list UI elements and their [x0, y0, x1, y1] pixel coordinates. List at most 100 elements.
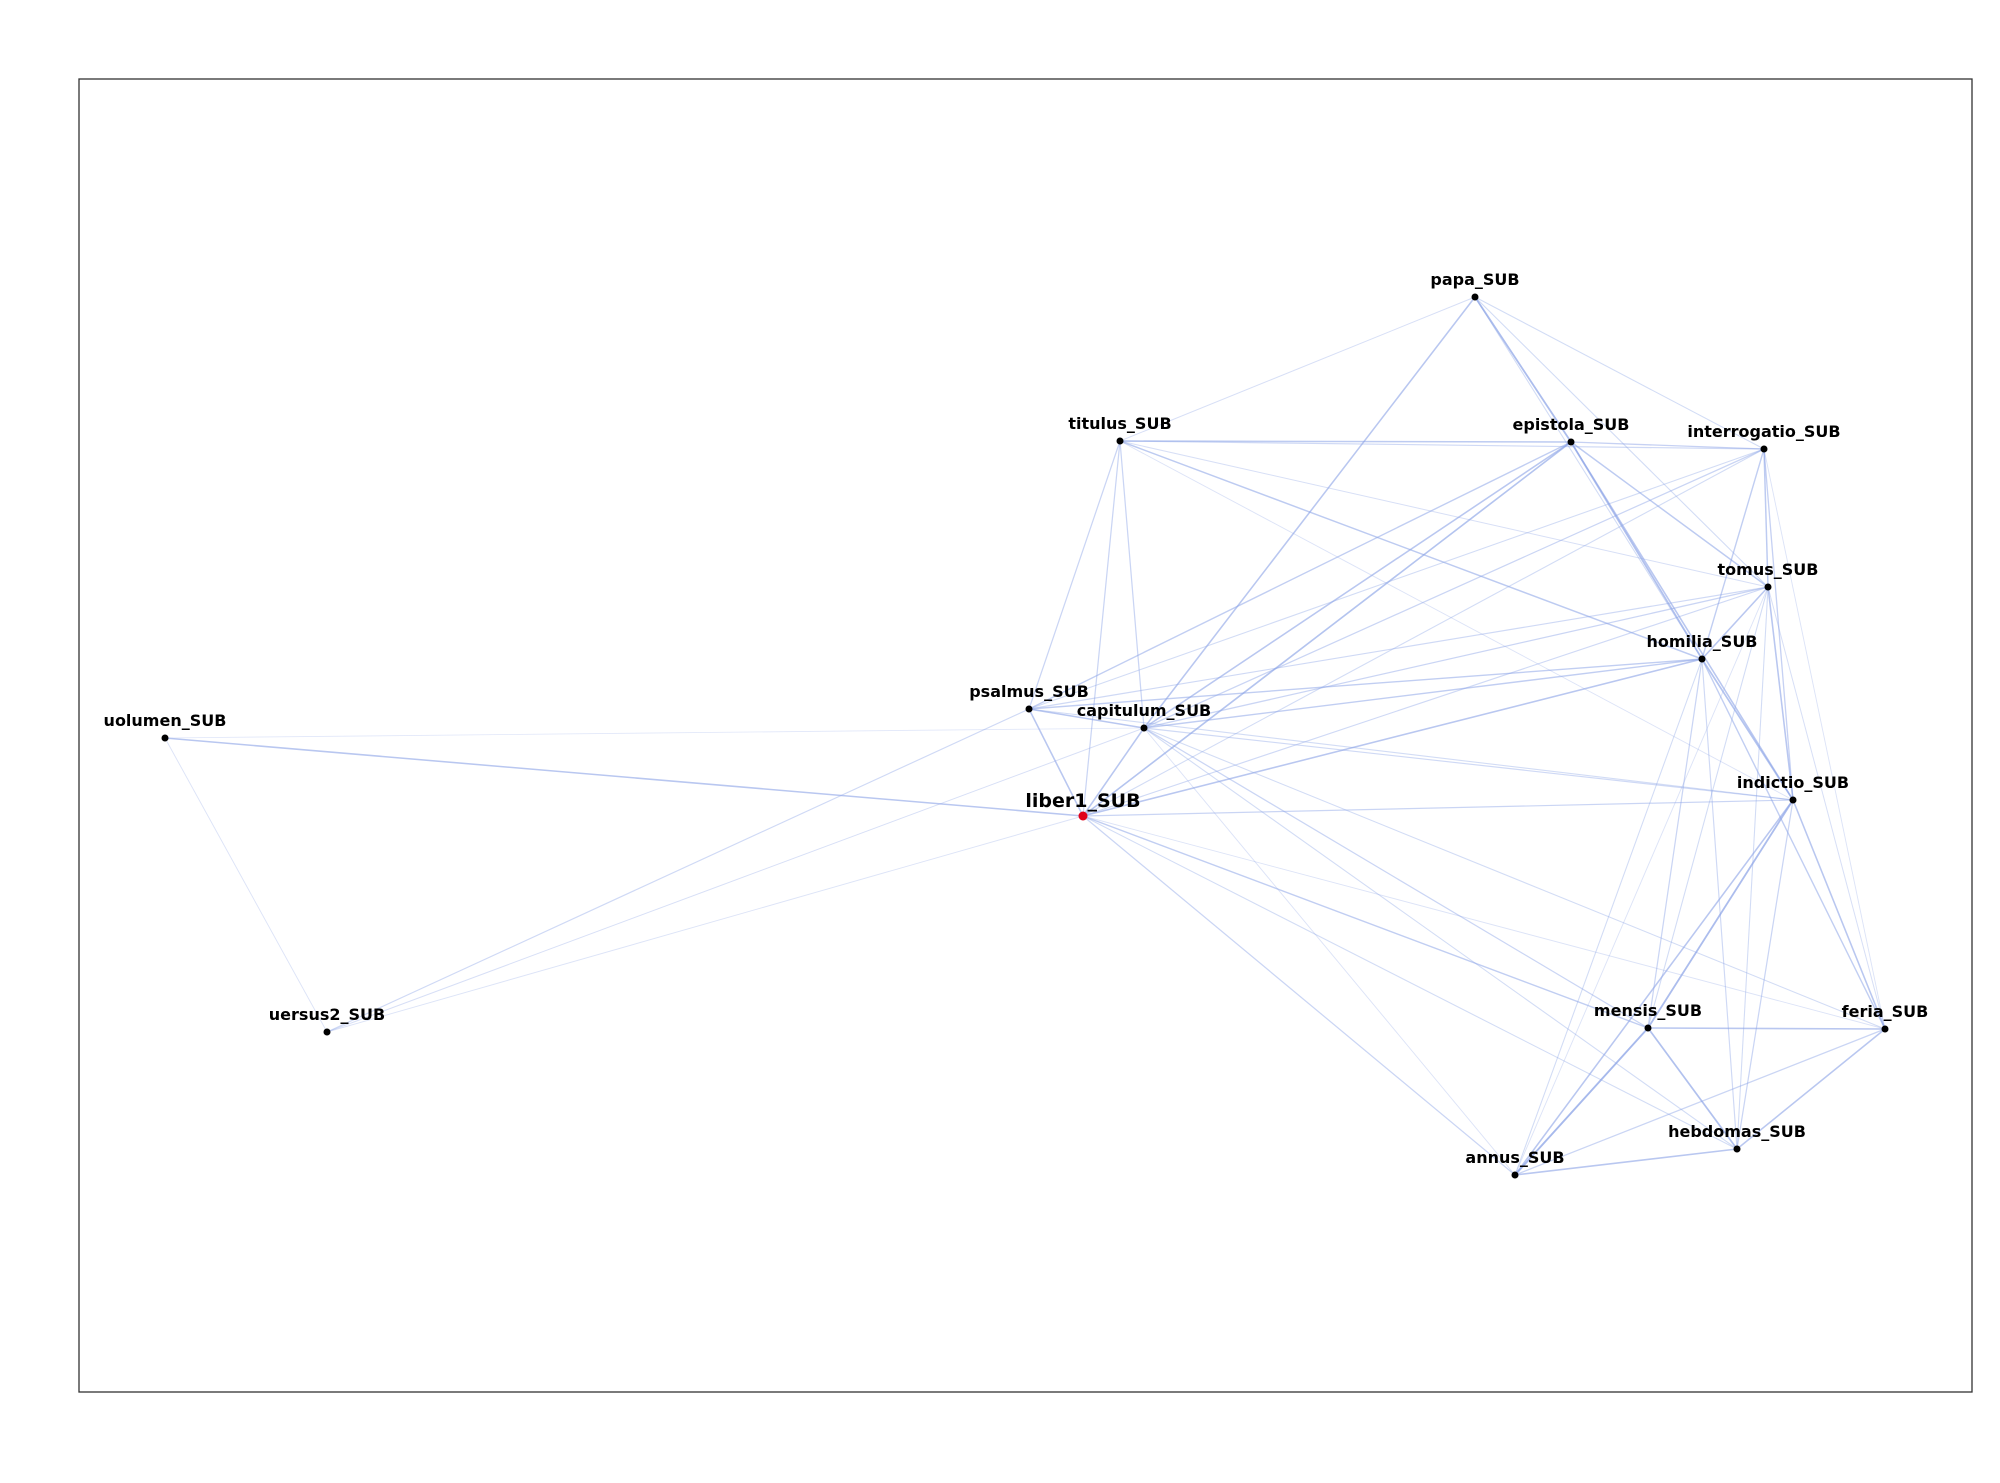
node-dot: [1760, 445, 1768, 453]
edge-capitulum-hebdomas: [1143, 727, 1738, 1150]
node-uersus2: uersus2_SUB: [269, 1005, 385, 1036]
edge-papa-homilia: [1474, 296, 1703, 660]
edge-epistola-indictio: [1570, 441, 1794, 801]
edge-epistola-tomus: [1570, 441, 1769, 588]
edge-interrogatio-homilia: [1701, 448, 1765, 660]
edge-tomus-annus: [1514, 586, 1769, 1176]
edge-hebdomas-annus: [1514, 1148, 1738, 1176]
edge-homilia-feria: [1701, 658, 1886, 1030]
edge-uolumen-liber1: [164, 737, 1084, 817]
edge-tomus-mensis: [1647, 586, 1769, 1029]
node-capitulum: capitulum_SUB: [1077, 701, 1212, 732]
node-label: mensis_SUB: [1594, 1001, 1702, 1020]
node-mensis: mensis_SUB: [1594, 1001, 1702, 1032]
node-label: interrogatio_SUB: [1687, 422, 1840, 441]
edge-titulus-epistola: [1119, 440, 1572, 443]
edge-tomus-psalmus: [1028, 586, 1769, 710]
node-dot: [1025, 705, 1033, 713]
edges-layer: [164, 296, 1886, 1176]
node-label: epistola_SUB: [1513, 415, 1630, 434]
edge-homilia-psalmus: [1028, 658, 1703, 710]
edge-tomus-feria: [1767, 586, 1886, 1030]
edge-psalmus-uersus2: [326, 708, 1030, 1033]
edge-interrogatio-liber1: [1082, 448, 1765, 817]
edge-homilia-capitulum: [1143, 658, 1703, 729]
node-papa: papa_SUB: [1430, 270, 1520, 301]
node-label: indictio_SUB: [1737, 773, 1849, 792]
edge-epistola-capitulum: [1143, 441, 1572, 729]
node-label: homilia_SUB: [1646, 632, 1757, 651]
edge-homilia-hebdomas: [1701, 658, 1738, 1150]
edge-liber1-mensis: [1082, 815, 1649, 1029]
node-label: capitulum_SUB: [1077, 701, 1212, 720]
node-dot: [1644, 1024, 1652, 1032]
node-interrogatio: interrogatio_SUB: [1687, 422, 1841, 453]
edge-interrogatio-capitulum: [1143, 448, 1765, 729]
edge-indictio-mensis: [1647, 799, 1794, 1029]
node-epistola: epistola_SUB: [1513, 415, 1630, 446]
edge-epistola-interrogatio: [1570, 441, 1765, 450]
edge-psalmus-indictio: [1028, 708, 1794, 801]
edge-tomus-hebdomas: [1736, 586, 1769, 1150]
edge-papa-epistola: [1474, 296, 1572, 443]
edge-liber1-feria: [1082, 815, 1886, 1030]
edge-tomus-capitulum: [1143, 586, 1769, 729]
edge-tomus-indictio: [1767, 586, 1794, 801]
edge-uolumen-capitulum: [164, 727, 1145, 739]
edge-indictio-annus: [1514, 799, 1794, 1176]
edge-titulus-capitulum: [1119, 440, 1145, 729]
edge-liber1-indictio: [1082, 799, 1794, 817]
edge-liber1-hebdomas: [1082, 815, 1738, 1150]
nodes-layer: papa_SUB titulus_SUB epistola_SUB interroga…: [104, 270, 1929, 1179]
node-dot: [1733, 1145, 1741, 1153]
node-dot: [1567, 438, 1575, 446]
node-label: annus_SUB: [1465, 1148, 1564, 1167]
edge-homilia-mensis: [1647, 658, 1703, 1029]
node-tomus: tomus_SUB: [1718, 560, 1819, 591]
node-label: uolumen_SUB: [104, 711, 227, 730]
node-liber1: liber1_SUB: [1025, 790, 1141, 821]
edge-interrogatio-tomus: [1763, 448, 1769, 588]
edge-psalmus-capitulum: [1028, 708, 1145, 729]
node-psalmus: psalmus_SUB: [969, 682, 1089, 713]
node-label: liber1_SUB: [1025, 790, 1140, 812]
edge-titulus-tomus: [1119, 440, 1769, 588]
edge-liber1-annus: [1082, 815, 1516, 1176]
edge-interrogatio-psalmus: [1028, 448, 1765, 710]
node-label: papa_SUB: [1430, 270, 1519, 289]
node-dot: [1789, 796, 1797, 804]
node-annus: annus_SUB: [1465, 1148, 1565, 1179]
node-uolumen: uolumen_SUB: [104, 711, 227, 742]
edge-capitulum-uersus2: [326, 727, 1145, 1033]
edge-mensis-hebdomas: [1647, 1027, 1738, 1150]
node-dot: [1078, 811, 1088, 821]
edge-feria-hebdomas: [1736, 1028, 1886, 1150]
edge-capitulum-feria: [1143, 727, 1886, 1030]
edge-titulus-psalmus: [1028, 440, 1121, 710]
node-label: psalmus_SUB: [969, 682, 1089, 701]
edge-homilia-liber1: [1082, 658, 1703, 817]
edge-papa-tomus: [1474, 296, 1769, 588]
node-label: tomus_SUB: [1718, 560, 1819, 579]
edge-tomus-liber1: [1082, 586, 1769, 817]
edge-titulus-interrogatio: [1119, 440, 1765, 450]
node-label: titulus_SUB: [1068, 414, 1171, 433]
node-label: feria_SUB: [1842, 1002, 1929, 1021]
node-dot: [1471, 293, 1479, 301]
node-dot: [1698, 655, 1706, 663]
node-dot: [1881, 1025, 1889, 1033]
node-dot: [323, 1028, 331, 1036]
edge-indictio-feria: [1792, 799, 1886, 1030]
node-label: uersus2_SUB: [269, 1005, 385, 1024]
node-dot: [1511, 1171, 1519, 1179]
edge-capitulum-liber1: [1082, 727, 1145, 817]
node-feria: feria_SUB: [1842, 1002, 1929, 1033]
edge-psalmus-liber1: [1028, 708, 1084, 817]
edge-indictio-hebdomas: [1736, 799, 1794, 1150]
node-dot: [161, 734, 169, 742]
edge-capitulum-mensis: [1143, 727, 1649, 1029]
node-titulus: titulus_SUB: [1068, 414, 1172, 445]
edge-papa-titulus: [1119, 296, 1476, 442]
edge-uolumen-uersus2: [164, 737, 328, 1033]
